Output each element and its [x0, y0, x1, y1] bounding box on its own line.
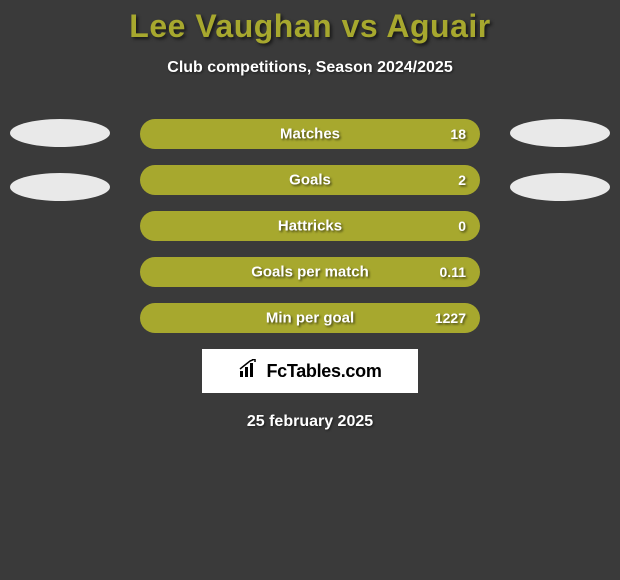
stat-row: Goals per match 0.11 — [140, 257, 480, 287]
comparison-infographic: Lee Vaughan vs Aguair Club competitions,… — [0, 0, 620, 431]
stat-value-right: 1227 — [435, 310, 466, 326]
player-badge-oval — [510, 173, 610, 201]
left-player-badges — [10, 119, 110, 227]
player-badge-oval — [510, 119, 610, 147]
player-badge-oval — [10, 173, 110, 201]
stat-value-right: 2 — [458, 172, 466, 188]
content-area: Matches 18 Goals 2 Hattricks 0 Goals per match… — [0, 119, 620, 431]
subtitle: Club competitions, Season 2024/2025 — [0, 59, 620, 77]
date-text: 25 february 2025 — [0, 413, 620, 431]
stat-row: Matches 18 — [140, 119, 480, 149]
right-player-badges — [510, 119, 610, 227]
stat-row: Goals 2 — [140, 165, 480, 195]
stat-row: Min per goal 1227 — [140, 303, 480, 333]
stat-value-right: 18 — [450, 126, 466, 142]
stat-value-right: 0.11 — [440, 264, 466, 280]
bar-chart-icon — [238, 359, 260, 384]
logo-text: FcTables.com — [266, 361, 381, 382]
stat-rows: Matches 18 Goals 2 Hattricks 0 Goals per match… — [140, 119, 480, 333]
player-badge-oval — [10, 119, 110, 147]
stat-label: Matches — [280, 126, 340, 143]
stat-label: Hattricks — [278, 218, 342, 235]
page-title: Lee Vaughan vs Aguair — [0, 8, 620, 45]
stat-label: Min per goal — [266, 310, 354, 327]
stat-label: Goals — [289, 172, 331, 189]
stat-row: Hattricks 0 — [140, 211, 480, 241]
stat-label: Goals per match — [251, 264, 369, 281]
stat-value-right: 0 — [458, 218, 466, 234]
source-logo: FcTables.com — [202, 349, 418, 393]
